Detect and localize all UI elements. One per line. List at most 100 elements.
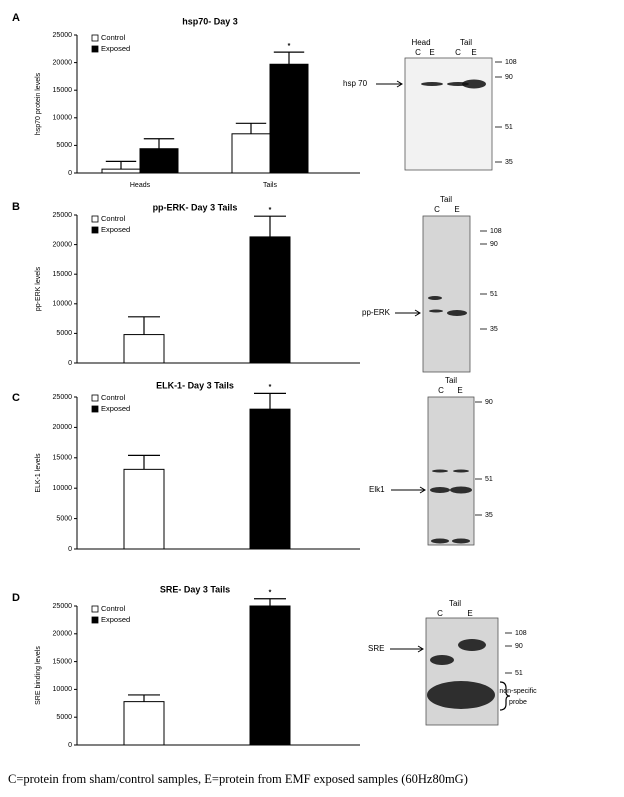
blot-band — [453, 469, 469, 473]
y-tick-label: 0 — [68, 546, 72, 553]
note-label: probe — [509, 699, 527, 706]
y-tick-label: 10000 — [53, 686, 73, 693]
marker-label: 108 — [490, 228, 502, 235]
legend-swatch — [91, 34, 99, 42]
legend-swatch — [91, 616, 99, 624]
significance-mark: * — [269, 207, 272, 214]
legend-label: Control — [101, 33, 126, 42]
band-label: pp-ERK — [362, 308, 391, 317]
brace — [499, 681, 511, 711]
panel-label: A — [12, 12, 20, 24]
band-arrow — [376, 80, 403, 88]
legend-swatch — [91, 215, 99, 223]
band-label: SRE — [368, 644, 384, 653]
note-label: non-specific — [499, 688, 537, 695]
blot-band — [450, 486, 472, 494]
marker-label: 108 — [505, 59, 517, 66]
bar — [249, 236, 291, 364]
blot-band — [430, 487, 450, 493]
lane-label: E — [471, 48, 476, 57]
bar — [249, 605, 291, 746]
error-bar — [235, 122, 267, 134]
y-tick-label: 25000 — [53, 603, 73, 610]
y-axis-label: pp-ERK levels — [35, 266, 42, 311]
band-arrow — [390, 645, 424, 653]
band-label: Elk1 — [369, 485, 385, 494]
lane-label: C — [434, 205, 440, 214]
lane-group-label: Head — [411, 38, 430, 47]
error-bar — [254, 392, 286, 410]
blot-band — [462, 79, 486, 89]
y-tick-label: 0 — [68, 360, 72, 367]
marker-label: 51 — [490, 291, 498, 298]
significance-mark: * — [269, 590, 272, 597]
panel-label: B — [12, 201, 20, 213]
lane-label: C — [415, 48, 421, 57]
legend-label: Control — [101, 393, 126, 402]
y-tick-label: 10000 — [53, 115, 73, 122]
blot-band — [431, 538, 449, 544]
error-bar — [128, 694, 160, 702]
legend-label: Exposed — [101, 44, 130, 53]
y-tick-label: 20000 — [53, 631, 73, 638]
blot-band — [447, 310, 467, 316]
error-bar — [254, 215, 286, 237]
error-bar — [273, 51, 305, 65]
chart-title: SRE- Day 3 Tails — [160, 584, 230, 594]
y-tick-label: 5000 — [56, 330, 72, 337]
error-bar — [105, 160, 137, 170]
y-tick-label: 20000 — [53, 241, 73, 248]
x-tick-label: Tails — [263, 182, 278, 189]
blot-band — [452, 538, 470, 544]
y-axis-label: ELK-1 levels — [35, 453, 42, 493]
marker-label: 90 — [505, 74, 513, 81]
lane-group-label: Tail — [445, 376, 457, 385]
marker-label: 90 — [485, 399, 493, 406]
y-tick-label: 15000 — [53, 271, 73, 278]
y-tick-label: 5000 — [56, 515, 72, 522]
band-arrow — [391, 486, 426, 494]
band-arrow — [395, 309, 421, 317]
caption: C=protein from sham/control samples, E=p… — [8, 772, 468, 786]
y-tick-label: 0 — [68, 742, 72, 749]
bar — [123, 334, 165, 364]
legend-label: Exposed — [101, 404, 130, 413]
marker-label: 51 — [515, 670, 523, 677]
blot-band — [432, 469, 448, 473]
bar — [101, 168, 141, 174]
legend-swatch — [91, 45, 99, 53]
y-tick-label: 0 — [68, 170, 72, 177]
y-tick-label: 5000 — [56, 714, 72, 721]
y-tick-label: 15000 — [53, 87, 73, 94]
blot-band — [458, 639, 486, 651]
blot-band — [429, 309, 443, 313]
band-label: hsp 70 — [343, 79, 368, 88]
lane-group-label: Tail — [440, 195, 452, 204]
y-tick-label: 25000 — [53, 212, 73, 219]
y-tick-label: 15000 — [53, 455, 73, 462]
error-bar — [143, 138, 175, 149]
blot-band — [430, 655, 454, 665]
y-tick-label: 15000 — [53, 658, 73, 665]
lane-label: E — [454, 205, 459, 214]
y-tick-label: 25000 — [53, 394, 73, 401]
error-bar — [254, 598, 286, 606]
panel-label: D — [12, 592, 20, 604]
marker-label: 51 — [505, 124, 513, 131]
blot-band — [421, 82, 443, 86]
significance-mark: * — [288, 43, 291, 50]
legend-swatch — [91, 394, 99, 402]
marker-label: 35 — [490, 326, 498, 333]
x-tick-label: Heads — [130, 182, 151, 189]
legend-swatch — [91, 605, 99, 613]
blot-image — [422, 215, 471, 373]
blot-band — [428, 296, 442, 300]
bar — [231, 133, 271, 174]
lane-label: E — [467, 609, 472, 618]
y-tick-label: 5000 — [56, 142, 72, 149]
chart-title: ELK-1- Day 3 Tails — [156, 380, 234, 390]
lane-label: C — [455, 48, 461, 57]
y-tick-label: 20000 — [53, 59, 73, 66]
chart-title: hsp70- Day 3 — [182, 16, 238, 26]
error-bar — [128, 316, 160, 335]
